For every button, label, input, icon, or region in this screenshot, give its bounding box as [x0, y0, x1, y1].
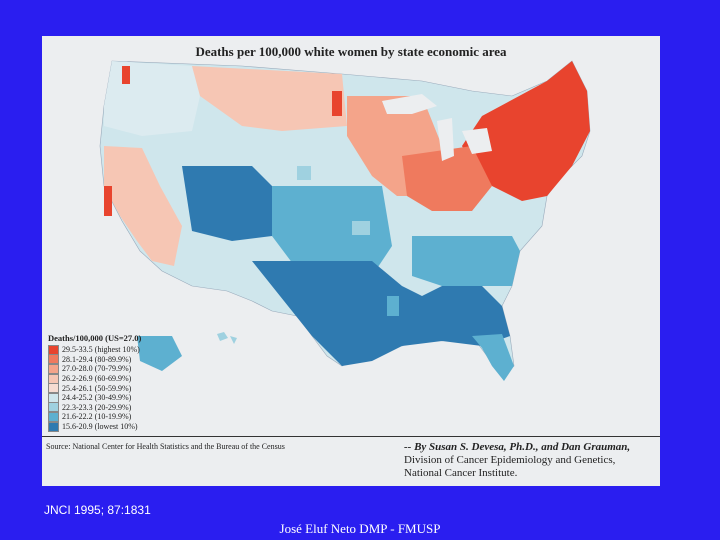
great-lakes — [382, 94, 492, 161]
legend-row: 24.4-25.2 (30-49.9%) — [48, 392, 141, 403]
credit-block: -- By Susan S. Devesa, Ph.D., and Dan Gr… — [404, 441, 630, 480]
legend-label: 22.3-23.3 (20-29.9%) — [62, 402, 132, 412]
source-note: Source: National Center for Health Stati… — [46, 442, 285, 451]
legend-label: 21.6-22.2 (10-19.9%) — [62, 412, 132, 422]
legend-swatch — [48, 354, 59, 365]
region-south — [252, 261, 510, 366]
region-west-coast — [104, 146, 182, 266]
map-title: Deaths per 100,000 white women by state … — [195, 44, 507, 59]
legend-label: 29.5-33.5 (highest 10%) — [62, 345, 140, 355]
legend-label: 15.6-20.9 (lowest 10%) — [62, 422, 138, 432]
patch — [297, 166, 311, 180]
legend-swatch — [48, 392, 59, 403]
patch — [387, 296, 399, 316]
patch — [104, 186, 112, 216]
region-mountain — [182, 166, 272, 241]
legend-row: 26.2-26.9 (60-69.9%) — [48, 373, 141, 384]
byline: -- By Susan S. Devesa, Ph.D., and Dan Gr… — [404, 441, 631, 453]
region-great-lakes — [402, 146, 492, 211]
region-central — [272, 186, 392, 276]
legend-row: 15.6-20.9 (lowest 10%) — [48, 421, 141, 432]
legend-rows: 29.5-33.5 (highest 10%) 28.1-29.4 (80-89.… — [48, 344, 141, 432]
legend-swatch — [48, 363, 59, 374]
region-northeast — [462, 61, 590, 201]
region-northwest — [104, 61, 200, 136]
map-image: Deaths per 100,000 white women by state … — [42, 36, 660, 486]
legend-label: 25.4-26.1 (50-59.9%) — [62, 383, 132, 393]
legend-swatch — [48, 411, 59, 422]
citation: JNCI 1995; 87:1831 — [44, 503, 151, 517]
legend-label: 28.1-29.4 (80-89.9%) — [62, 354, 132, 364]
patch — [352, 221, 370, 235]
legend-swatch — [48, 402, 59, 413]
legend-label: 24.4-25.2 (30-49.9%) — [62, 393, 132, 403]
divider — [42, 436, 660, 437]
region-northern-plains — [192, 66, 347, 131]
legend-swatch — [48, 344, 59, 355]
region-southeast — [412, 236, 520, 286]
legend-swatch — [48, 421, 59, 432]
us-choropleth-map — [99, 60, 591, 381]
legend-row: 28.1-29.4 (80-89.9%) — [48, 354, 141, 365]
legend: Deaths/100,000 (US=27.0) 29.5-33.5 (high… — [48, 333, 142, 432]
legend-label: 27.0-28.0 (70-79.9%) — [62, 364, 132, 374]
legend-label: 26.2-26.9 (60-69.9%) — [62, 374, 132, 384]
footer: José Eluf Neto DMP - FMUSP — [279, 521, 441, 536]
alaska — [137, 336, 182, 371]
institute: National Cancer Institute. — [404, 467, 518, 479]
legend-row: 29.5-33.5 (highest 10%) — [48, 344, 141, 355]
legend-row: 25.4-26.1 (50-59.9%) — [48, 383, 141, 394]
legend-row: 21.6-22.2 (10-19.9%) — [48, 411, 141, 422]
legend-title: Deaths/100,000 (US=27.0) — [48, 333, 142, 343]
patch — [122, 66, 130, 84]
legend-swatch — [48, 373, 59, 384]
florida — [472, 334, 514, 381]
hawaii — [217, 332, 237, 344]
patch — [332, 91, 342, 116]
legend-swatch — [48, 383, 59, 394]
legend-row: 22.3-23.3 (20-29.9%) — [48, 402, 141, 413]
legend-row: 27.0-28.0 (70-79.9%) — [48, 363, 141, 374]
division: Division of Cancer Epidemiology and Gene… — [404, 454, 616, 466]
